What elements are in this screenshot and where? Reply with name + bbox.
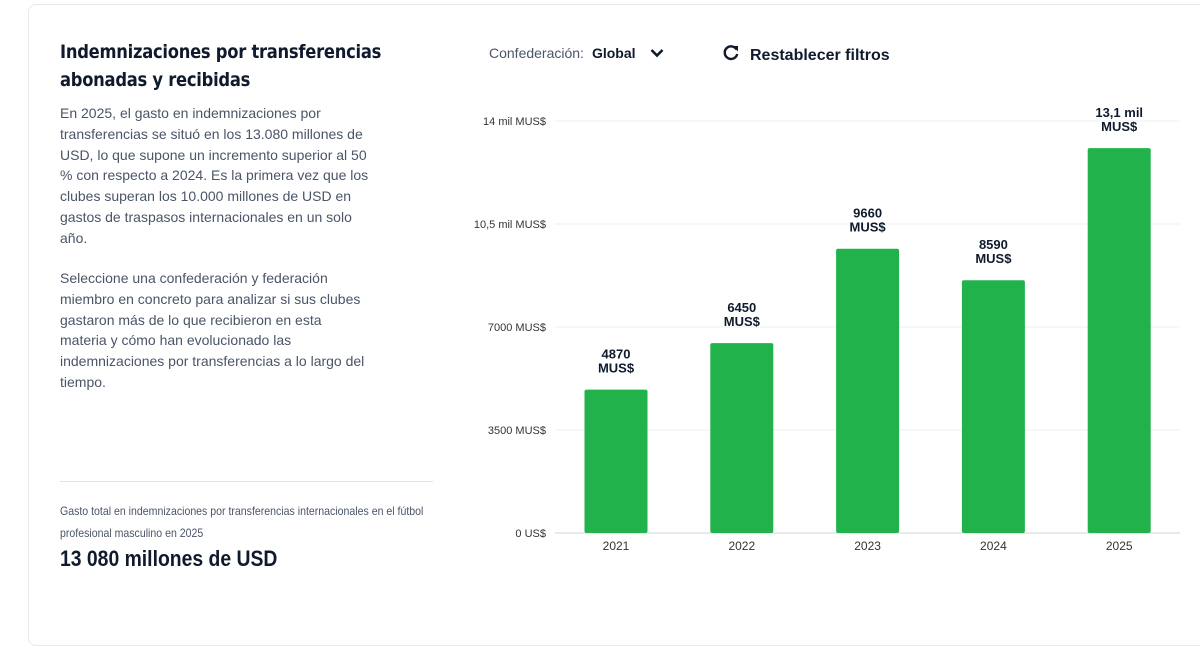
bar-2023 (836, 248, 900, 533)
instruction-paragraph: Seleccione una confederación y federació… (60, 270, 365, 390)
y-tick-label: 3500 MUS$ (488, 425, 546, 437)
reset-filters-label: Restablecer filtros (750, 46, 890, 64)
y-tick-label: 14 mil MUS$ (483, 116, 546, 128)
x-tick-label: 2024 (980, 539, 1007, 553)
bar-2022 (710, 343, 774, 533)
panel-title: Indemnizaciones por transferencias abona… (60, 41, 382, 91)
bar-2021 (584, 389, 648, 533)
x-tick-label: 2022 (728, 539, 755, 553)
x-tick-label: 2023 (854, 539, 881, 553)
kpi-label: Gasto total en indemnizaciones por trans… (60, 504, 424, 540)
data-label-value: 8590 (979, 237, 1008, 252)
confederation-value: Global (591, 45, 636, 61)
y-tick-label: 0 US$ (515, 528, 546, 540)
confederation-label: Confederación: (489, 45, 584, 61)
data-label-value: 9660 (853, 206, 882, 221)
y-tick-label: 7000 MUS$ (488, 322, 546, 334)
divider (60, 481, 433, 482)
x-tick-label: 2021 (603, 539, 630, 553)
y-tick-label: 10,5 mil MUS$ (474, 219, 546, 231)
refresh-icon (722, 44, 740, 67)
data-label-value: 13,1 mil (1095, 105, 1143, 120)
kpi-value: 13 080 millones de USD (60, 546, 278, 571)
reset-filters-button[interactable]: Restablecer filtros (722, 44, 890, 67)
data-label-unit: MUS$ (724, 314, 761, 329)
x-tick-label: 2025 (1106, 539, 1133, 553)
bar-2024 (961, 280, 1025, 533)
chevron-down-icon (650, 45, 664, 61)
data-label-unit: MUS$ (850, 220, 887, 235)
bar-2025 (1087, 148, 1151, 533)
description-paragraph: En 2025, el gasto en indemnizaciones por… (60, 105, 369, 246)
data-label-value: 6450 (727, 300, 756, 315)
data-label-unit: MUS$ (975, 251, 1012, 266)
data-label-unit: MUS$ (598, 361, 635, 376)
confederation-dropdown[interactable]: Confederación: Global (489, 45, 664, 61)
bar-chart: 0 US$ 3500 MUS$ 7000 MUS$ 10,5 mil MUS$ 14 m… (474, 105, 1180, 553)
data-label-value: 4870 (602, 347, 631, 362)
data-label-unit: MUS$ (1101, 119, 1138, 134)
